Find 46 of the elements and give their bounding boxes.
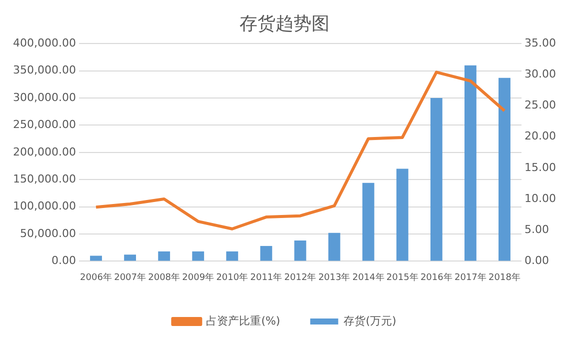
y-tick-label: 150,000.00 xyxy=(12,172,76,186)
y-tick-label: 400,000.00 xyxy=(12,36,76,50)
chart-title: 存货趋势图 xyxy=(240,13,330,34)
x-tick-label: 2006年 xyxy=(80,272,112,283)
x-tick-label: 2008年 xyxy=(148,272,180,283)
bar xyxy=(498,78,510,261)
bar xyxy=(226,251,238,261)
x-tick-label: 2014年 xyxy=(352,272,384,283)
bar xyxy=(328,232,340,261)
bar xyxy=(192,251,204,261)
y-tick-label: 0.00 xyxy=(51,254,76,268)
x-tick-label: 2011年 xyxy=(250,272,282,283)
legend-label: 存货(万元) xyxy=(344,314,396,328)
x-tick-label: 2018年 xyxy=(488,272,520,283)
bar xyxy=(294,240,306,261)
bar xyxy=(396,168,408,261)
x-tick-label: 2009年 xyxy=(182,272,214,283)
y2-tick-label: 0.00 xyxy=(524,254,550,268)
y-tick-label: 200,000.00 xyxy=(12,145,76,158)
bar xyxy=(158,251,170,261)
y-tick-label: 300,000.00 xyxy=(12,90,76,104)
y2-tick-label: 10.00 xyxy=(524,192,556,205)
x-tick-label: 2010年 xyxy=(216,272,248,283)
y2-tick-label: 15.00 xyxy=(524,160,556,174)
bar xyxy=(260,246,272,261)
y2-tick-label: 5.00 xyxy=(524,222,550,236)
y-tick-label: 50,000.00 xyxy=(20,226,76,240)
bar xyxy=(430,98,442,261)
bar xyxy=(362,182,374,261)
x-tick-label: 2015年 xyxy=(386,272,418,283)
y-tick-label: 250,000.00 xyxy=(12,118,76,132)
x-tick-label: 2016年 xyxy=(420,272,452,283)
x-tick-label: 2007年 xyxy=(114,272,146,283)
y2-tick-label: 20.00 xyxy=(524,130,556,143)
x-tick-label: 2012年 xyxy=(284,272,316,283)
x-tick-label: 2013年 xyxy=(318,272,350,283)
y-tick-label: 350,000.00 xyxy=(12,64,76,77)
legend-label: 占资产比重(%) xyxy=(206,314,280,328)
y-tick-label: 100,000.00 xyxy=(12,200,76,213)
y2-tick-label: 30.00 xyxy=(524,68,556,81)
bar xyxy=(124,254,136,261)
y2-tick-label: 35.00 xyxy=(524,36,556,50)
bar xyxy=(464,65,476,261)
y2-tick-label: 25.00 xyxy=(524,98,556,112)
bar xyxy=(90,256,102,261)
x-tick-label: 2017年 xyxy=(454,272,486,283)
